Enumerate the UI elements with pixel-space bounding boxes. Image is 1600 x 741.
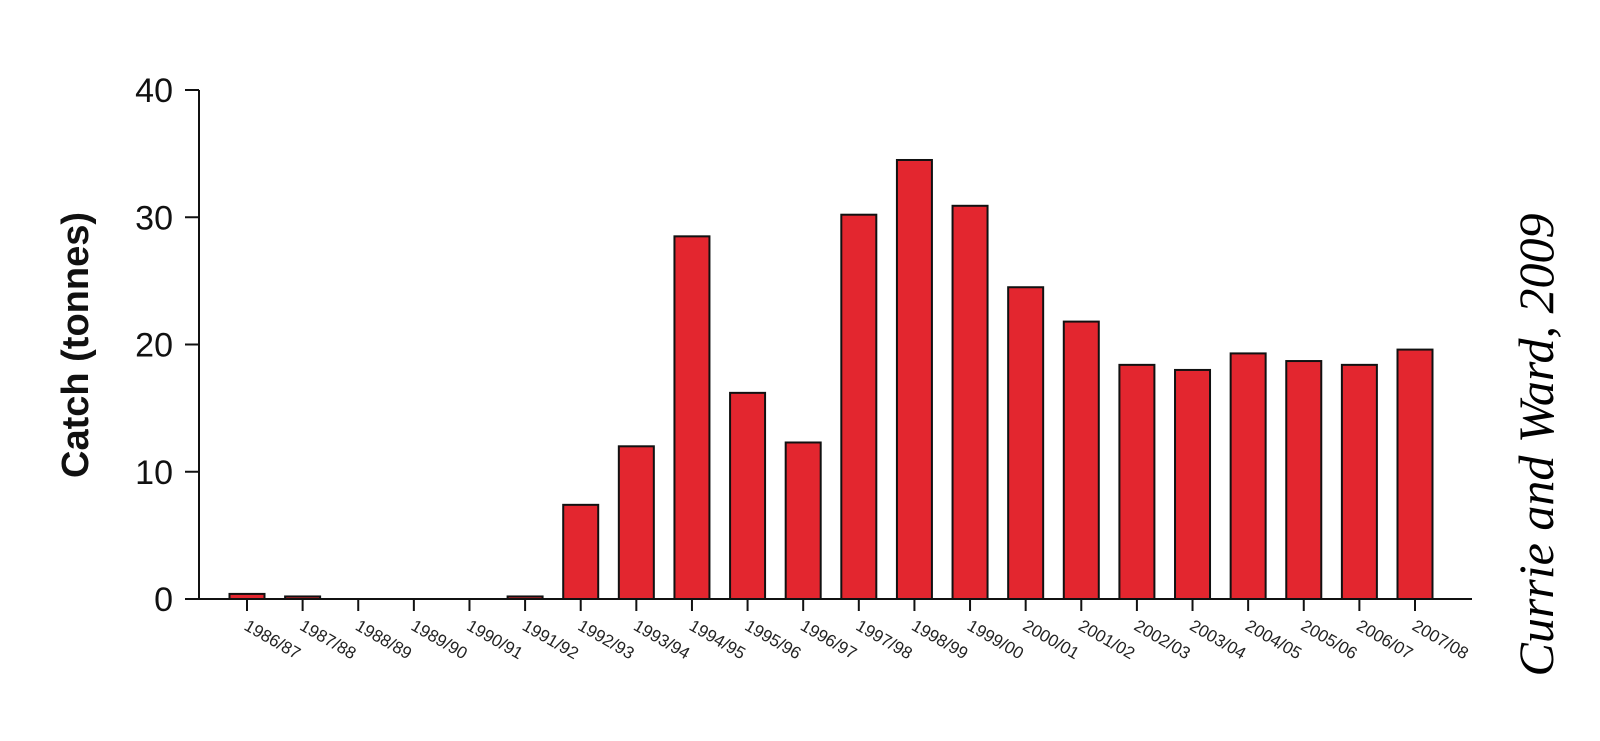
x-tick-label: 1988/89 [352, 616, 415, 663]
y-tick-label: 40 [135, 72, 173, 110]
bar-2000-01 [1007, 286, 1045, 600]
bar-2003-04 [1174, 368, 1212, 601]
bar-2001-02 [1062, 320, 1100, 600]
bars-group [228, 158, 1434, 601]
x-tick-label: 2002/03 [1131, 616, 1194, 663]
bar-1999-00 [951, 204, 989, 601]
x-tick-label: 1998/99 [908, 616, 971, 663]
bar-1993-94 [617, 445, 655, 600]
bar-1997-98 [840, 213, 878, 601]
x-tick-label: 1987/88 [297, 616, 360, 663]
x-tick-label: 2004/05 [1242, 616, 1305, 663]
x-tick-label: 1986/87 [241, 616, 304, 663]
x-tick-label: 2003/04 [1187, 616, 1250, 663]
x-ticks-group: 1986/871987/881988/891989/901990/911991/… [241, 599, 1472, 663]
x-tick-label: 1995/96 [742, 616, 805, 663]
x-tick-label: 1990/91 [463, 616, 526, 663]
x-tick-label: 1997/98 [853, 616, 916, 663]
x-tick-label: 2007/08 [1409, 616, 1472, 663]
bar-2006-07 [1340, 363, 1378, 600]
bar-1994-95 [673, 235, 711, 600]
y-axis-label: Catch (tonnes) [55, 212, 97, 478]
bar-2002-03 [1118, 363, 1156, 600]
x-tick-label: 2006/07 [1353, 616, 1416, 663]
x-tick-label: 2001/02 [1075, 616, 1138, 663]
x-tick-label: 1999/00 [964, 616, 1027, 663]
x-tick-label: 1996/97 [797, 616, 860, 663]
x-tick-label: 1993/94 [630, 616, 693, 663]
bar-1996-97 [784, 441, 822, 601]
x-tick-label: 1991/92 [519, 616, 582, 663]
x-tick-label: 1994/95 [686, 616, 749, 663]
bar-1992-93 [562, 503, 600, 600]
bar-1998-99 [895, 158, 933, 601]
bar-2005-06 [1285, 360, 1323, 601]
x-tick-label: 2000/01 [1020, 616, 1083, 663]
x-tick-label: 1992/93 [575, 616, 638, 663]
y-ticks-group: 0 10 20 30 40 [135, 72, 199, 619]
x-tick-label: 2005/06 [1298, 616, 1361, 663]
bar-2004-05 [1229, 352, 1267, 600]
citation-credit: Currie and Ward, 2009 [1508, 213, 1564, 676]
y-tick-label: 30 [135, 199, 173, 237]
bar-2007-08 [1396, 348, 1434, 600]
y-tick-label: 10 [135, 454, 173, 492]
y-tick-label: 0 [154, 581, 173, 619]
x-tick-label: 1989/90 [408, 616, 471, 663]
bar-1995-96 [729, 391, 767, 601]
y-tick-label: 20 [135, 327, 173, 365]
